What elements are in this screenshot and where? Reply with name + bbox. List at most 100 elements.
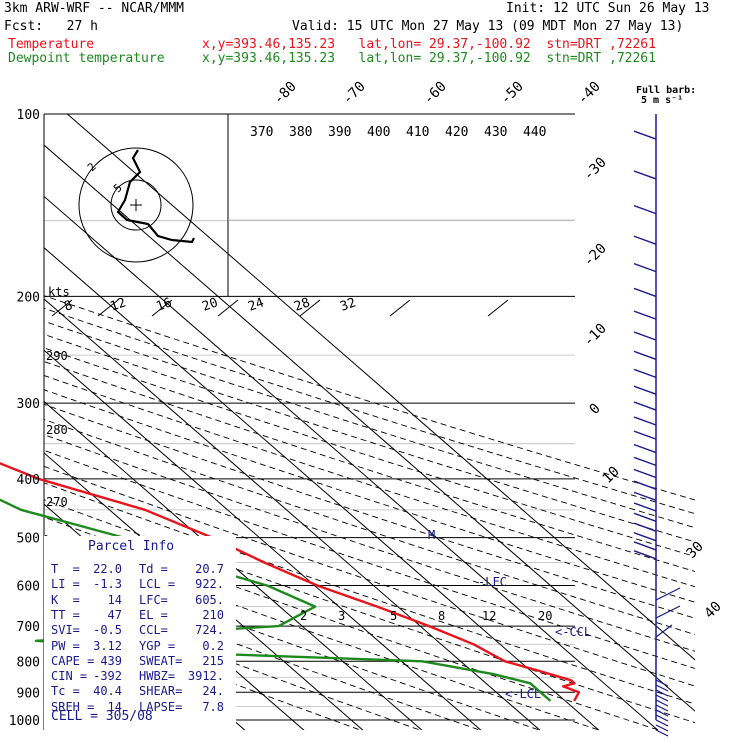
wind-barb bbox=[655, 684, 669, 692]
parcel-info-cell: CCL= bbox=[139, 623, 168, 638]
parcel-info-title: Parcel Info bbox=[88, 539, 175, 554]
wind-barb bbox=[633, 512, 657, 522]
dry-adiabat bbox=[44, 389, 695, 603]
isotherm-line bbox=[44, 247, 600, 730]
parcel-info-cell: 40.4 bbox=[93, 684, 122, 699]
wind-barb bbox=[655, 704, 669, 712]
wind-barb bbox=[633, 502, 657, 512]
parcel-info-cell: LI = bbox=[51, 577, 80, 592]
parcel-info-cell: -0.5 bbox=[93, 623, 122, 638]
isotherm-label: -20 bbox=[581, 241, 610, 270]
isotherm-label: -10 bbox=[581, 321, 610, 350]
pressure-tick-label: 900 bbox=[17, 686, 40, 701]
mixing-ratio-label: 2 bbox=[300, 609, 307, 623]
hodograph-tick bbox=[487, 299, 509, 317]
wind-barb bbox=[633, 262, 657, 273]
wind-barb bbox=[655, 689, 669, 697]
theta-left-label: 270 bbox=[46, 495, 68, 509]
mixing-ratio-label: 12 bbox=[482, 609, 496, 623]
hodograph-ring-label: 12 bbox=[108, 295, 128, 314]
pressure-tick-label: 100 bbox=[17, 108, 40, 123]
parcel-info-cell: 14 bbox=[107, 592, 122, 607]
wind-barb bbox=[633, 443, 657, 454]
wind-barb bbox=[655, 699, 669, 707]
theta-label: 410 bbox=[406, 125, 429, 140]
parcel-info-cell: LCL = bbox=[139, 577, 176, 592]
isotherm-line bbox=[44, 400, 423, 730]
wind-barb bbox=[655, 605, 681, 619]
parcel-info-cell: SWEAT= bbox=[139, 653, 183, 668]
dry-adiabat bbox=[44, 375, 695, 588]
wind-barb bbox=[655, 587, 681, 601]
isotherm-line bbox=[66, 114, 695, 661]
isotherm-label: -40 bbox=[575, 79, 604, 108]
wind-barb bbox=[655, 729, 669, 737]
dewpoint-location: x,y=393.46,135.23 lat,lon= 29.37,-100.92… bbox=[202, 51, 656, 66]
wind-barb bbox=[655, 679, 669, 687]
wind-barb bbox=[633, 491, 657, 501]
pressure-tick-label: 700 bbox=[17, 620, 40, 635]
theta-label: 380 bbox=[289, 125, 312, 140]
hodograph-tick bbox=[217, 299, 239, 317]
dry-adiabat bbox=[44, 611, 362, 730]
hodograph-tick bbox=[51, 299, 73, 317]
dry-adiabat bbox=[44, 361, 695, 572]
parcel-info-cell: 22.0 bbox=[93, 562, 122, 576]
wind-barb bbox=[633, 287, 657, 298]
parcel-label: <-LCL bbox=[505, 687, 541, 701]
parcel-info-cell: K = bbox=[51, 592, 80, 607]
wind-barb bbox=[633, 541, 657, 551]
isotherm-label: -80 bbox=[271, 79, 300, 108]
wind-barb bbox=[655, 719, 669, 727]
parcel-info-cell: LAPSE= bbox=[139, 699, 183, 714]
hodograph-ring-label: 24 bbox=[246, 295, 266, 315]
parcel-info-cell: T = bbox=[51, 562, 80, 576]
hodograph-tick bbox=[299, 299, 321, 317]
parcel-info-cell: 210 bbox=[202, 607, 224, 622]
hodograph-ring-label: 8 bbox=[62, 298, 74, 315]
theta-label: 430 bbox=[484, 125, 507, 140]
wind-barb bbox=[655, 709, 669, 717]
valid-time: Valid: 15 UTC Mon 27 May 13 (09 MDT Mon … bbox=[292, 19, 684, 34]
parcel-label: <-CCL bbox=[555, 625, 591, 639]
parcel-info-cell: 922. bbox=[195, 577, 224, 592]
parcel-info-cell: Td = bbox=[139, 562, 168, 576]
wind-barb bbox=[633, 480, 657, 490]
isotherm-line bbox=[44, 452, 364, 730]
temperature-legend: Temperature bbox=[8, 37, 95, 52]
isotherm-line bbox=[0, 114, 12, 733]
isotherm-label: 40 bbox=[702, 599, 725, 622]
isotherm-label: 10 bbox=[600, 464, 623, 487]
wind-barb bbox=[655, 724, 669, 732]
parcel-info-cell: EL = bbox=[139, 607, 168, 622]
hodograph-ring-label: 16 bbox=[154, 295, 174, 314]
isotherm-line bbox=[44, 349, 482, 730]
hodograph-ring-label: 20 bbox=[200, 295, 220, 314]
wind-barb bbox=[633, 368, 657, 379]
parcel-info-cell: TT = bbox=[51, 607, 80, 622]
wind-barb bbox=[633, 468, 657, 479]
parcel-info-cell: -392 bbox=[93, 669, 122, 684]
parcel-info-cell: SHEAR= bbox=[139, 684, 183, 699]
pressure-tick-label: 400 bbox=[17, 473, 40, 488]
wind-barb bbox=[633, 550, 657, 560]
isotherm-label: -30 bbox=[581, 155, 610, 184]
barb-legend-value: 5 m s⁻¹ bbox=[641, 95, 684, 106]
barb-legend-title: Full barb: bbox=[636, 85, 697, 96]
parcel-info-cell: 605. bbox=[195, 592, 224, 607]
parcel-info-cell: CAPE = bbox=[51, 653, 95, 668]
mixing-ratio-label: 20 bbox=[538, 609, 552, 623]
parcel-label: -LFC bbox=[478, 575, 507, 589]
parcel-info-cell: PW = bbox=[51, 638, 80, 653]
wind-barb bbox=[633, 385, 657, 395]
pressure-tick-label: 1000 bbox=[9, 714, 40, 729]
wind-barb bbox=[633, 331, 657, 341]
wind-barb bbox=[633, 310, 657, 320]
wind-barb bbox=[655, 714, 669, 722]
mixing-ratio-label: 5 bbox=[390, 609, 397, 623]
wind-barb bbox=[633, 350, 657, 360]
parcel-info-cell: 3.12 bbox=[93, 638, 122, 653]
hodograph-ring bbox=[110, 179, 162, 231]
pressure-tick-label: 800 bbox=[17, 655, 40, 670]
pressure-tick-label: 600 bbox=[17, 580, 40, 595]
